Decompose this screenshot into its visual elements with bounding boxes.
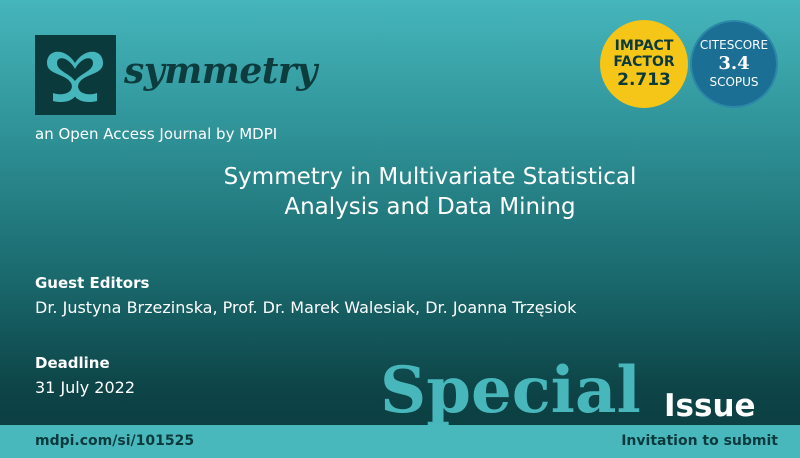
guest-editors-label: Guest Editors <box>35 274 150 292</box>
tagline: an Open Access Journal by MDPI <box>35 125 278 143</box>
special-issue-title: Symmetry in Multivariate Statistical Ana… <box>180 162 680 222</box>
special-issue-link[interactable]: mdpi.com/si/101525 <box>35 433 195 449</box>
badge-label: FACTOR <box>613 53 675 70</box>
special-heading: Special <box>380 353 641 428</box>
issue-heading: Issue <box>664 388 756 424</box>
citescore-value: 3.4 <box>718 53 750 74</box>
deadline-label: Deadline <box>35 354 110 372</box>
guest-editors-value: Dr. Justyna Brzezinska, Prof. Dr. Marek … <box>35 298 577 317</box>
impact-factor-badge: IMPACT FACTOR 2.713 <box>600 20 688 108</box>
footer-bar: mdpi.com/si/101525 Invitation to submit <box>0 425 800 458</box>
badge-label: CITESCORE <box>699 38 769 52</box>
title-line: Symmetry in Multivariate Statistical <box>223 164 637 190</box>
impact-factor-value: 2.713 <box>617 69 671 90</box>
badge-label: IMPACT <box>614 37 674 54</box>
title-line: Analysis and Data Mining <box>284 194 576 220</box>
badge-label: SCOPUS <box>709 75 759 89</box>
invitation-text: Invitation to submit <box>621 433 778 449</box>
citescore-badge: CITESCORE 3.4 SCOPUS <box>690 20 778 108</box>
journal-name: symmetry <box>124 50 317 92</box>
symmetry-logo-icon <box>35 35 116 115</box>
deadline-value: 31 July 2022 <box>35 378 136 397</box>
